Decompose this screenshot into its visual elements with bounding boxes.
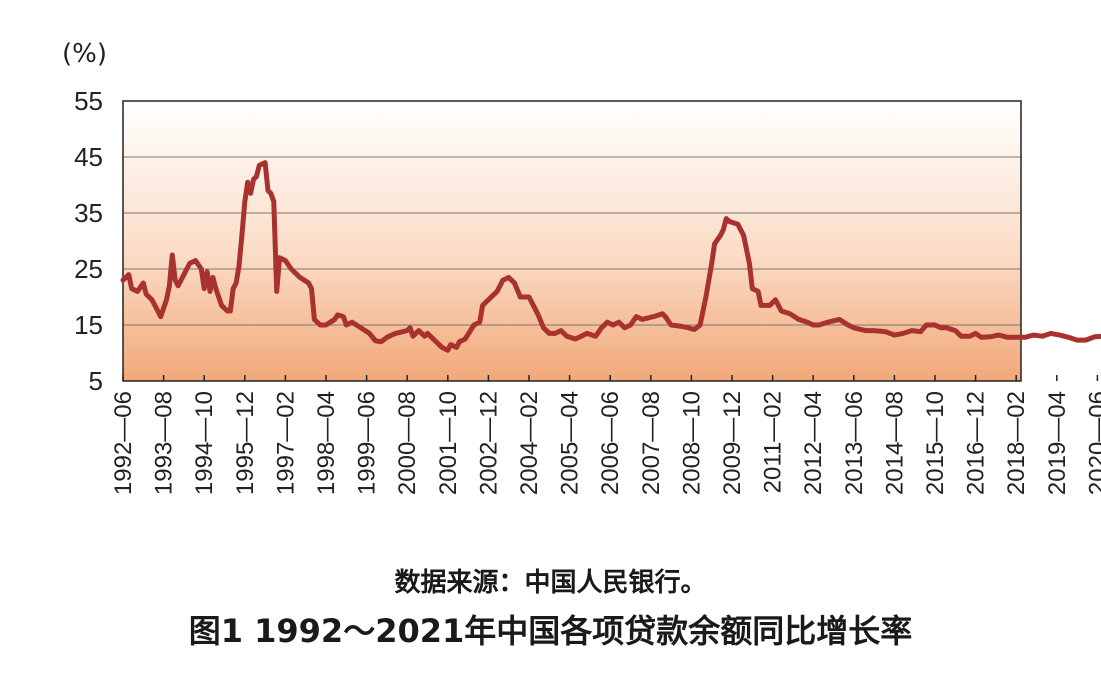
x-tick-label: 2009—12 — [719, 391, 746, 495]
x-tick-label: 2012—04 — [800, 391, 827, 495]
x-tick-label: 2013—06 — [841, 391, 868, 495]
x-tick-label: 2019—04 — [1044, 391, 1071, 495]
x-axis-ticks: 1992—06 1993—08 1994—10 1995—12 1997—02 1998—… — [110, 375, 1101, 495]
y-axis-unit-label: (%) — [62, 39, 107, 69]
x-tick-label: 2014—08 — [881, 391, 908, 495]
x-tick-label: 2018—02 — [1003, 391, 1030, 495]
y-tick-label: 15 — [74, 310, 103, 340]
x-tick-label: 2002—12 — [475, 391, 502, 495]
x-tick-label: 2008—10 — [678, 391, 705, 495]
x-tick-label: 1998—04 — [313, 391, 340, 495]
x-tick-label: 2007—08 — [638, 391, 665, 495]
y-tick-label: 45 — [74, 142, 103, 172]
plot-frame — [122, 100, 1022, 382]
x-tick-label: 1999—06 — [354, 391, 381, 495]
x-tick-label: 2006—06 — [597, 391, 624, 495]
x-tick-label: 1992—06 — [110, 391, 137, 495]
y-tick-label: 55 — [74, 86, 103, 116]
x-tick-label: 2000—08 — [394, 391, 421, 495]
x-tick-label: 1997—02 — [272, 391, 299, 495]
x-tick-label: 2015—10 — [922, 391, 949, 495]
y-tick-label: 5 — [89, 366, 103, 396]
y-tick-label: 35 — [74, 198, 103, 228]
x-tick-label: 2020—06 — [1084, 391, 1101, 495]
y-tick-label: 25 — [74, 254, 103, 284]
x-tick-label: 2011—02 — [760, 391, 787, 493]
x-tick-label: 2004—02 — [516, 391, 543, 495]
figure-title: 图1 1992～2021年中国各项贷款余额同比增长率 — [188, 612, 913, 650]
x-tick-label: 2016—12 — [963, 391, 990, 495]
source-note: 数据来源：中国人民银行。 — [394, 568, 707, 598]
x-tick-label: 1995—12 — [232, 391, 259, 495]
y-axis-ticks: 5 15 25 35 45 55 — [74, 86, 103, 396]
loan-growth-chart: 5 15 25 35 45 55 1992—06 1993—08 1994—10 1995—12… — [62, 39, 1101, 495]
x-tick-label: 2005—04 — [557, 391, 584, 495]
loan-growth-line — [120, 160, 1101, 353]
x-tick-label: 1994—10 — [191, 391, 218, 495]
x-tick-label: 1993—08 — [151, 391, 178, 495]
x-tick-label: 2001—10 — [435, 391, 462, 495]
